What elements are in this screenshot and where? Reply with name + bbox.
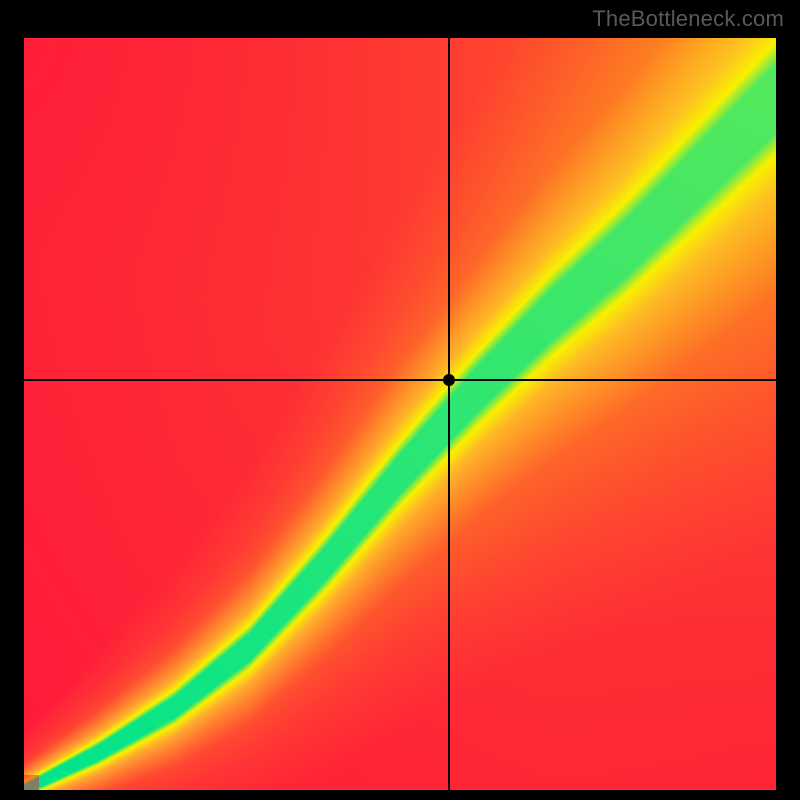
bottleneck-heatmap	[24, 38, 776, 790]
crosshair-marker-dot	[443, 374, 455, 386]
crosshair-vertical-line	[448, 38, 450, 790]
watermark-text: TheBottleneck.com	[592, 6, 784, 32]
crosshair-horizontal-line	[24, 379, 776, 381]
